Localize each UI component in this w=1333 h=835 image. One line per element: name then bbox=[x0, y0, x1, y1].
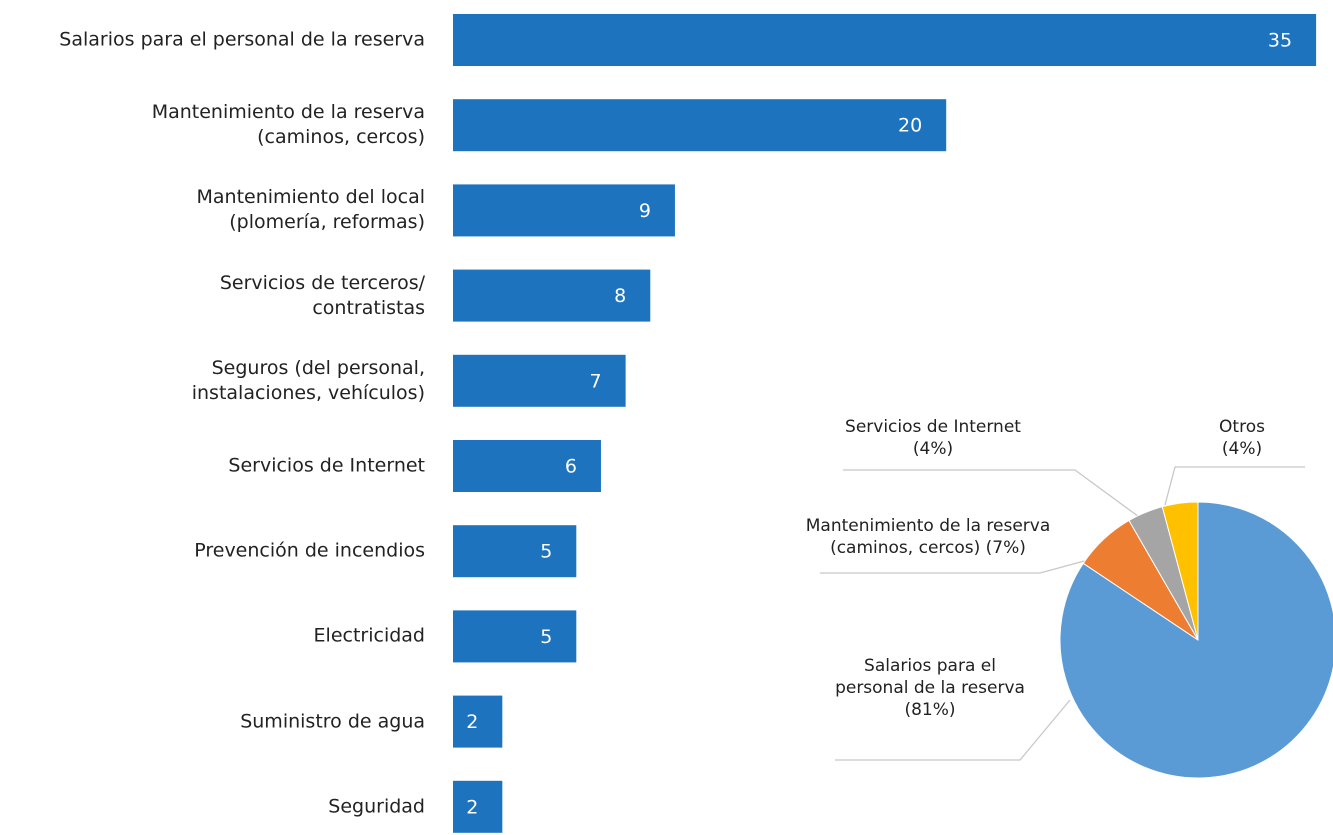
category-label: Electricidad bbox=[313, 624, 425, 647]
pie-slice bbox=[1059, 501, 1333, 779]
bar bbox=[453, 695, 503, 748]
bar-value-label: 5 bbox=[540, 541, 552, 563]
leader-line bbox=[820, 559, 1089, 574]
bar-value-label: 6 bbox=[565, 456, 577, 478]
slice-label: Servicios de Internet (4%) bbox=[845, 417, 1021, 459]
bar bbox=[453, 440, 601, 492]
leader-line bbox=[835, 699, 1071, 761]
bar-value-label: 2 bbox=[466, 796, 478, 818]
bar bbox=[453, 184, 675, 237]
leader-line bbox=[1164, 466, 1305, 506]
bar bbox=[453, 14, 1317, 66]
bar bbox=[453, 525, 577, 578]
category-label: Servicios de terceros/ contratistas bbox=[219, 271, 425, 319]
category-label: Seguridad bbox=[328, 795, 425, 818]
bar bbox=[453, 610, 577, 663]
bar-value-label: 35 bbox=[1268, 30, 1292, 52]
bar bbox=[453, 780, 503, 833]
category-label: Mantenimiento del local (plomería, refor… bbox=[196, 186, 425, 234]
bar-value-label: 8 bbox=[614, 285, 626, 307]
category-label: Prevención de incendios bbox=[194, 539, 425, 562]
category-label: Salarios para el personal de la reserva bbox=[59, 28, 425, 51]
bar-value-label: 5 bbox=[540, 626, 552, 648]
slice-label: Otros (4%) bbox=[1219, 417, 1265, 459]
bar bbox=[453, 269, 651, 322]
category-label: Suministro de agua bbox=[240, 710, 425, 733]
leader-line bbox=[843, 469, 1151, 526]
category-label: Mantenimiento de la reserva (caminos, ce… bbox=[151, 101, 425, 149]
bar-value-label: 20 bbox=[898, 115, 922, 137]
bar-value-label: 9 bbox=[639, 200, 651, 222]
bar-value-label: 7 bbox=[590, 370, 602, 392]
slice-label: Mantenimiento de la reserva (caminos, ce… bbox=[805, 516, 1051, 558]
pie-slice bbox=[1161, 501, 1199, 641]
slice-label: Salarios para el personal de la reserva … bbox=[835, 656, 1025, 720]
bar bbox=[453, 99, 947, 152]
category-label: Seguros (del personal, instalaciones, ve… bbox=[191, 356, 425, 404]
category-label: Servicios de Internet bbox=[228, 454, 425, 477]
bar bbox=[453, 354, 626, 407]
bar-value-label: 2 bbox=[466, 711, 478, 733]
